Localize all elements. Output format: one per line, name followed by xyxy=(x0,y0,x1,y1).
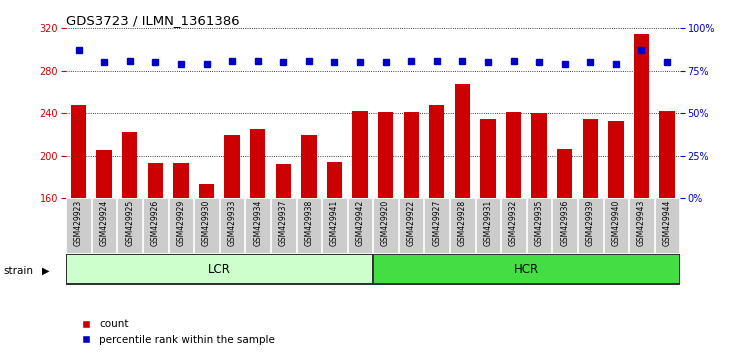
Bar xyxy=(148,163,163,198)
Bar xyxy=(271,198,295,253)
Bar xyxy=(71,105,86,198)
Bar xyxy=(557,149,572,198)
Bar xyxy=(246,198,270,253)
Bar xyxy=(553,198,577,253)
Bar xyxy=(173,163,189,198)
Bar xyxy=(455,84,470,198)
Bar xyxy=(301,135,317,198)
Bar xyxy=(169,198,193,253)
Bar xyxy=(67,255,371,284)
Text: GSM429939: GSM429939 xyxy=(586,200,595,246)
Text: GSM429924: GSM429924 xyxy=(99,200,109,246)
Bar xyxy=(276,164,291,198)
Bar xyxy=(143,198,167,253)
Bar xyxy=(450,198,474,253)
Bar xyxy=(122,132,137,198)
Text: GSM429923: GSM429923 xyxy=(74,200,83,246)
Text: GSM429938: GSM429938 xyxy=(304,200,314,246)
Text: GSM429935: GSM429935 xyxy=(534,200,544,246)
Bar xyxy=(425,198,449,253)
Bar xyxy=(374,198,398,253)
Text: ▶: ▶ xyxy=(42,266,50,276)
Bar xyxy=(118,198,142,253)
Text: GSM429937: GSM429937 xyxy=(279,200,288,246)
Bar xyxy=(527,198,551,253)
Bar xyxy=(67,198,91,253)
Text: GSM429932: GSM429932 xyxy=(509,200,518,246)
Text: GSM429936: GSM429936 xyxy=(560,200,569,246)
Bar xyxy=(92,198,116,253)
Bar xyxy=(629,198,654,253)
Bar xyxy=(480,119,496,198)
Text: GSM429926: GSM429926 xyxy=(151,200,160,246)
Bar xyxy=(374,255,678,284)
Text: GSM429925: GSM429925 xyxy=(125,200,135,246)
Text: GSM429934: GSM429934 xyxy=(253,200,262,246)
Text: GSM429944: GSM429944 xyxy=(662,200,672,246)
Bar xyxy=(327,162,342,198)
Bar xyxy=(224,135,240,198)
Text: HCR: HCR xyxy=(514,263,539,276)
Bar xyxy=(194,198,219,253)
Bar xyxy=(578,198,602,253)
Bar xyxy=(506,112,521,198)
Text: GSM429922: GSM429922 xyxy=(406,200,416,246)
Text: GSM429928: GSM429928 xyxy=(458,200,467,246)
Text: GSM429927: GSM429927 xyxy=(432,200,442,246)
Text: GSM429941: GSM429941 xyxy=(330,200,339,246)
Bar xyxy=(348,198,372,253)
Bar xyxy=(378,112,393,198)
Bar xyxy=(476,198,500,253)
Text: strain: strain xyxy=(4,266,34,276)
Bar xyxy=(655,198,679,253)
Bar xyxy=(531,113,547,198)
Text: LCR: LCR xyxy=(208,263,231,276)
Bar xyxy=(604,198,628,253)
Bar xyxy=(352,111,368,198)
Text: GSM429940: GSM429940 xyxy=(611,200,621,246)
Bar xyxy=(404,112,419,198)
Bar xyxy=(634,34,649,198)
Bar xyxy=(429,105,444,198)
Bar xyxy=(199,184,214,198)
Bar xyxy=(608,121,624,198)
Bar xyxy=(501,198,526,253)
Text: GSM429920: GSM429920 xyxy=(381,200,390,246)
Text: GSM429929: GSM429929 xyxy=(176,200,186,246)
Bar xyxy=(399,198,423,253)
Text: GSM429931: GSM429931 xyxy=(483,200,493,246)
Bar xyxy=(96,150,112,198)
Text: GSM429933: GSM429933 xyxy=(227,200,237,246)
Text: GSM429930: GSM429930 xyxy=(202,200,211,246)
Legend: count, percentile rank within the sample: count, percentile rank within the sample xyxy=(71,315,279,349)
Text: GSM429942: GSM429942 xyxy=(355,200,365,246)
Bar xyxy=(583,119,598,198)
Text: GSM429943: GSM429943 xyxy=(637,200,646,246)
Text: GDS3723 / ILMN_1361386: GDS3723 / ILMN_1361386 xyxy=(66,14,240,27)
Bar xyxy=(220,198,244,253)
Bar xyxy=(250,129,265,198)
Bar xyxy=(297,198,321,253)
Bar xyxy=(322,198,346,253)
Bar xyxy=(659,111,675,198)
